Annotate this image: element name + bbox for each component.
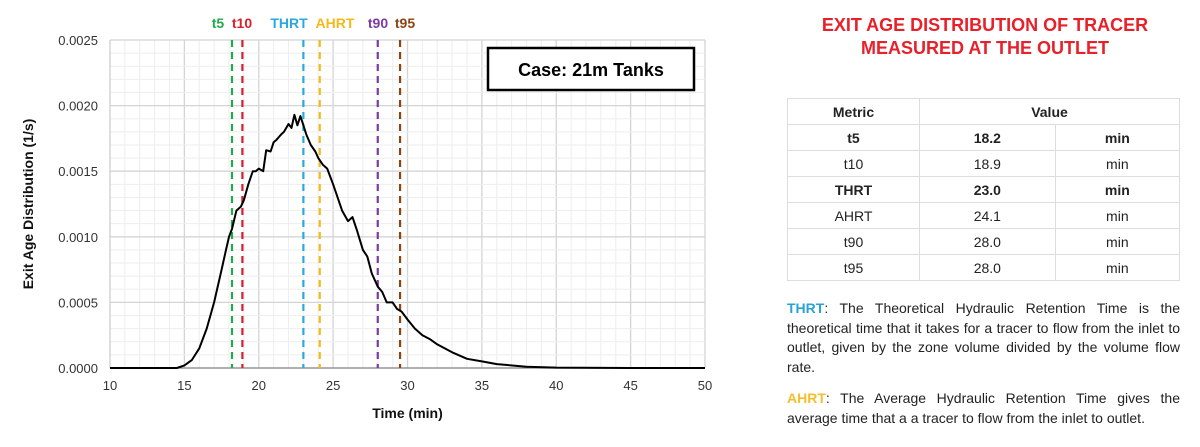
header-value: Value	[919, 98, 1180, 125]
case-label: Case: 21m Tanks	[518, 60, 664, 80]
y-tick-label: 0.0015	[58, 164, 98, 179]
series-line	[110, 113, 705, 369]
cell-value: 28.0	[919, 254, 1056, 281]
table-row: t95 28.0 min	[787, 254, 1181, 281]
marker-label-thrt: THRT	[270, 15, 308, 31]
marker-label-t90: t90	[368, 15, 388, 31]
cell-metric: THRT	[787, 176, 920, 203]
cell-value: 18.2	[919, 124, 1056, 151]
y-tick-label: 0.0000	[58, 361, 98, 376]
cell-value: 18.9	[919, 150, 1056, 177]
exit-age-chart: 10 15 20 25 30 35 40 45 50 0.0000 0.0005 0.0010 0.00…	[20, 15, 712, 421]
marker-label-ahrt: AHRT	[316, 15, 355, 31]
x-tick-label: 10	[103, 378, 117, 393]
table-row: t5 18.2 min	[787, 124, 1181, 151]
cell-unit: min	[1054, 124, 1181, 151]
cell-value: 24.1	[919, 202, 1056, 229]
x-tick-label: 20	[252, 378, 266, 393]
header-metric: Metric	[787, 98, 920, 125]
marker-label-t95: t95	[395, 15, 415, 31]
cell-value: 23.0	[919, 176, 1056, 203]
table-row: THRT 23.0 min	[787, 176, 1181, 203]
x-tick-label: 45	[623, 378, 637, 393]
metrics-table: Metric Value t5 18.2 min t10 18.9 min THRT 23.0…	[787, 98, 1181, 281]
title-line-2: MEASURED AT THE OUTLET	[861, 38, 1109, 58]
cell-value: 28.0	[919, 228, 1056, 255]
y-tick-label: 0.0025	[58, 33, 98, 48]
x-tick-label: 50	[698, 378, 712, 393]
marker-label-t5: t5	[212, 15, 225, 31]
x-tick-label: 35	[475, 378, 489, 393]
y-tick-label: 0.0005	[58, 295, 98, 310]
y-tick-label: 0.0020	[58, 99, 98, 114]
cell-unit: min	[1054, 254, 1181, 281]
x-axis-title: Time (min)	[372, 405, 443, 421]
cell-unit: min	[1054, 228, 1181, 255]
cell-unit: min	[1054, 202, 1181, 229]
table-row: t10 18.9 min	[787, 150, 1181, 177]
ahrt-text: : The Average Hydraulic Retention Time g…	[787, 390, 1180, 426]
cell-metric: AHRT	[787, 202, 920, 229]
table-header: Metric Value	[787, 98, 1180, 125]
panel-title: EXIT AGE DISTRIBUTION OF TRACER MEASURED…	[780, 14, 1190, 60]
cell-metric: t95	[787, 254, 920, 281]
cell-metric: t90	[787, 228, 920, 255]
case-box	[486, 46, 696, 92]
x-tick-label: 25	[326, 378, 340, 393]
marker-label-t10: t10	[232, 15, 252, 31]
cell-unit: min	[1054, 176, 1181, 203]
ahrt-note: AHRT: The Average Hydraulic Retention Ti…	[787, 389, 1180, 428]
cell-unit: min	[1054, 150, 1181, 177]
title-line-1: EXIT AGE DISTRIBUTION OF TRACER	[821, 15, 1149, 35]
table-row: t90 28.0 min	[787, 228, 1181, 255]
cell-metric: t5	[787, 124, 920, 151]
x-tick-label: 15	[177, 378, 191, 393]
table-row: AHRT 24.1 min	[787, 202, 1181, 229]
thrt-note: THRT: The Theoretical Hydraulic Retentio…	[787, 299, 1180, 377]
thrt-text: : The Theoretical Hydraulic Retention Ti…	[787, 300, 1180, 375]
thrt-key: THRT	[787, 300, 825, 316]
x-tick-label: 40	[549, 378, 563, 393]
ahrt-key: AHRT	[787, 390, 826, 406]
y-tick-label: 0.0010	[58, 230, 98, 245]
x-tick-label: 30	[400, 378, 414, 393]
cell-metric: t10	[787, 150, 920, 177]
y-axis-title: Exit Age Distribution (1/s)	[20, 119, 36, 290]
